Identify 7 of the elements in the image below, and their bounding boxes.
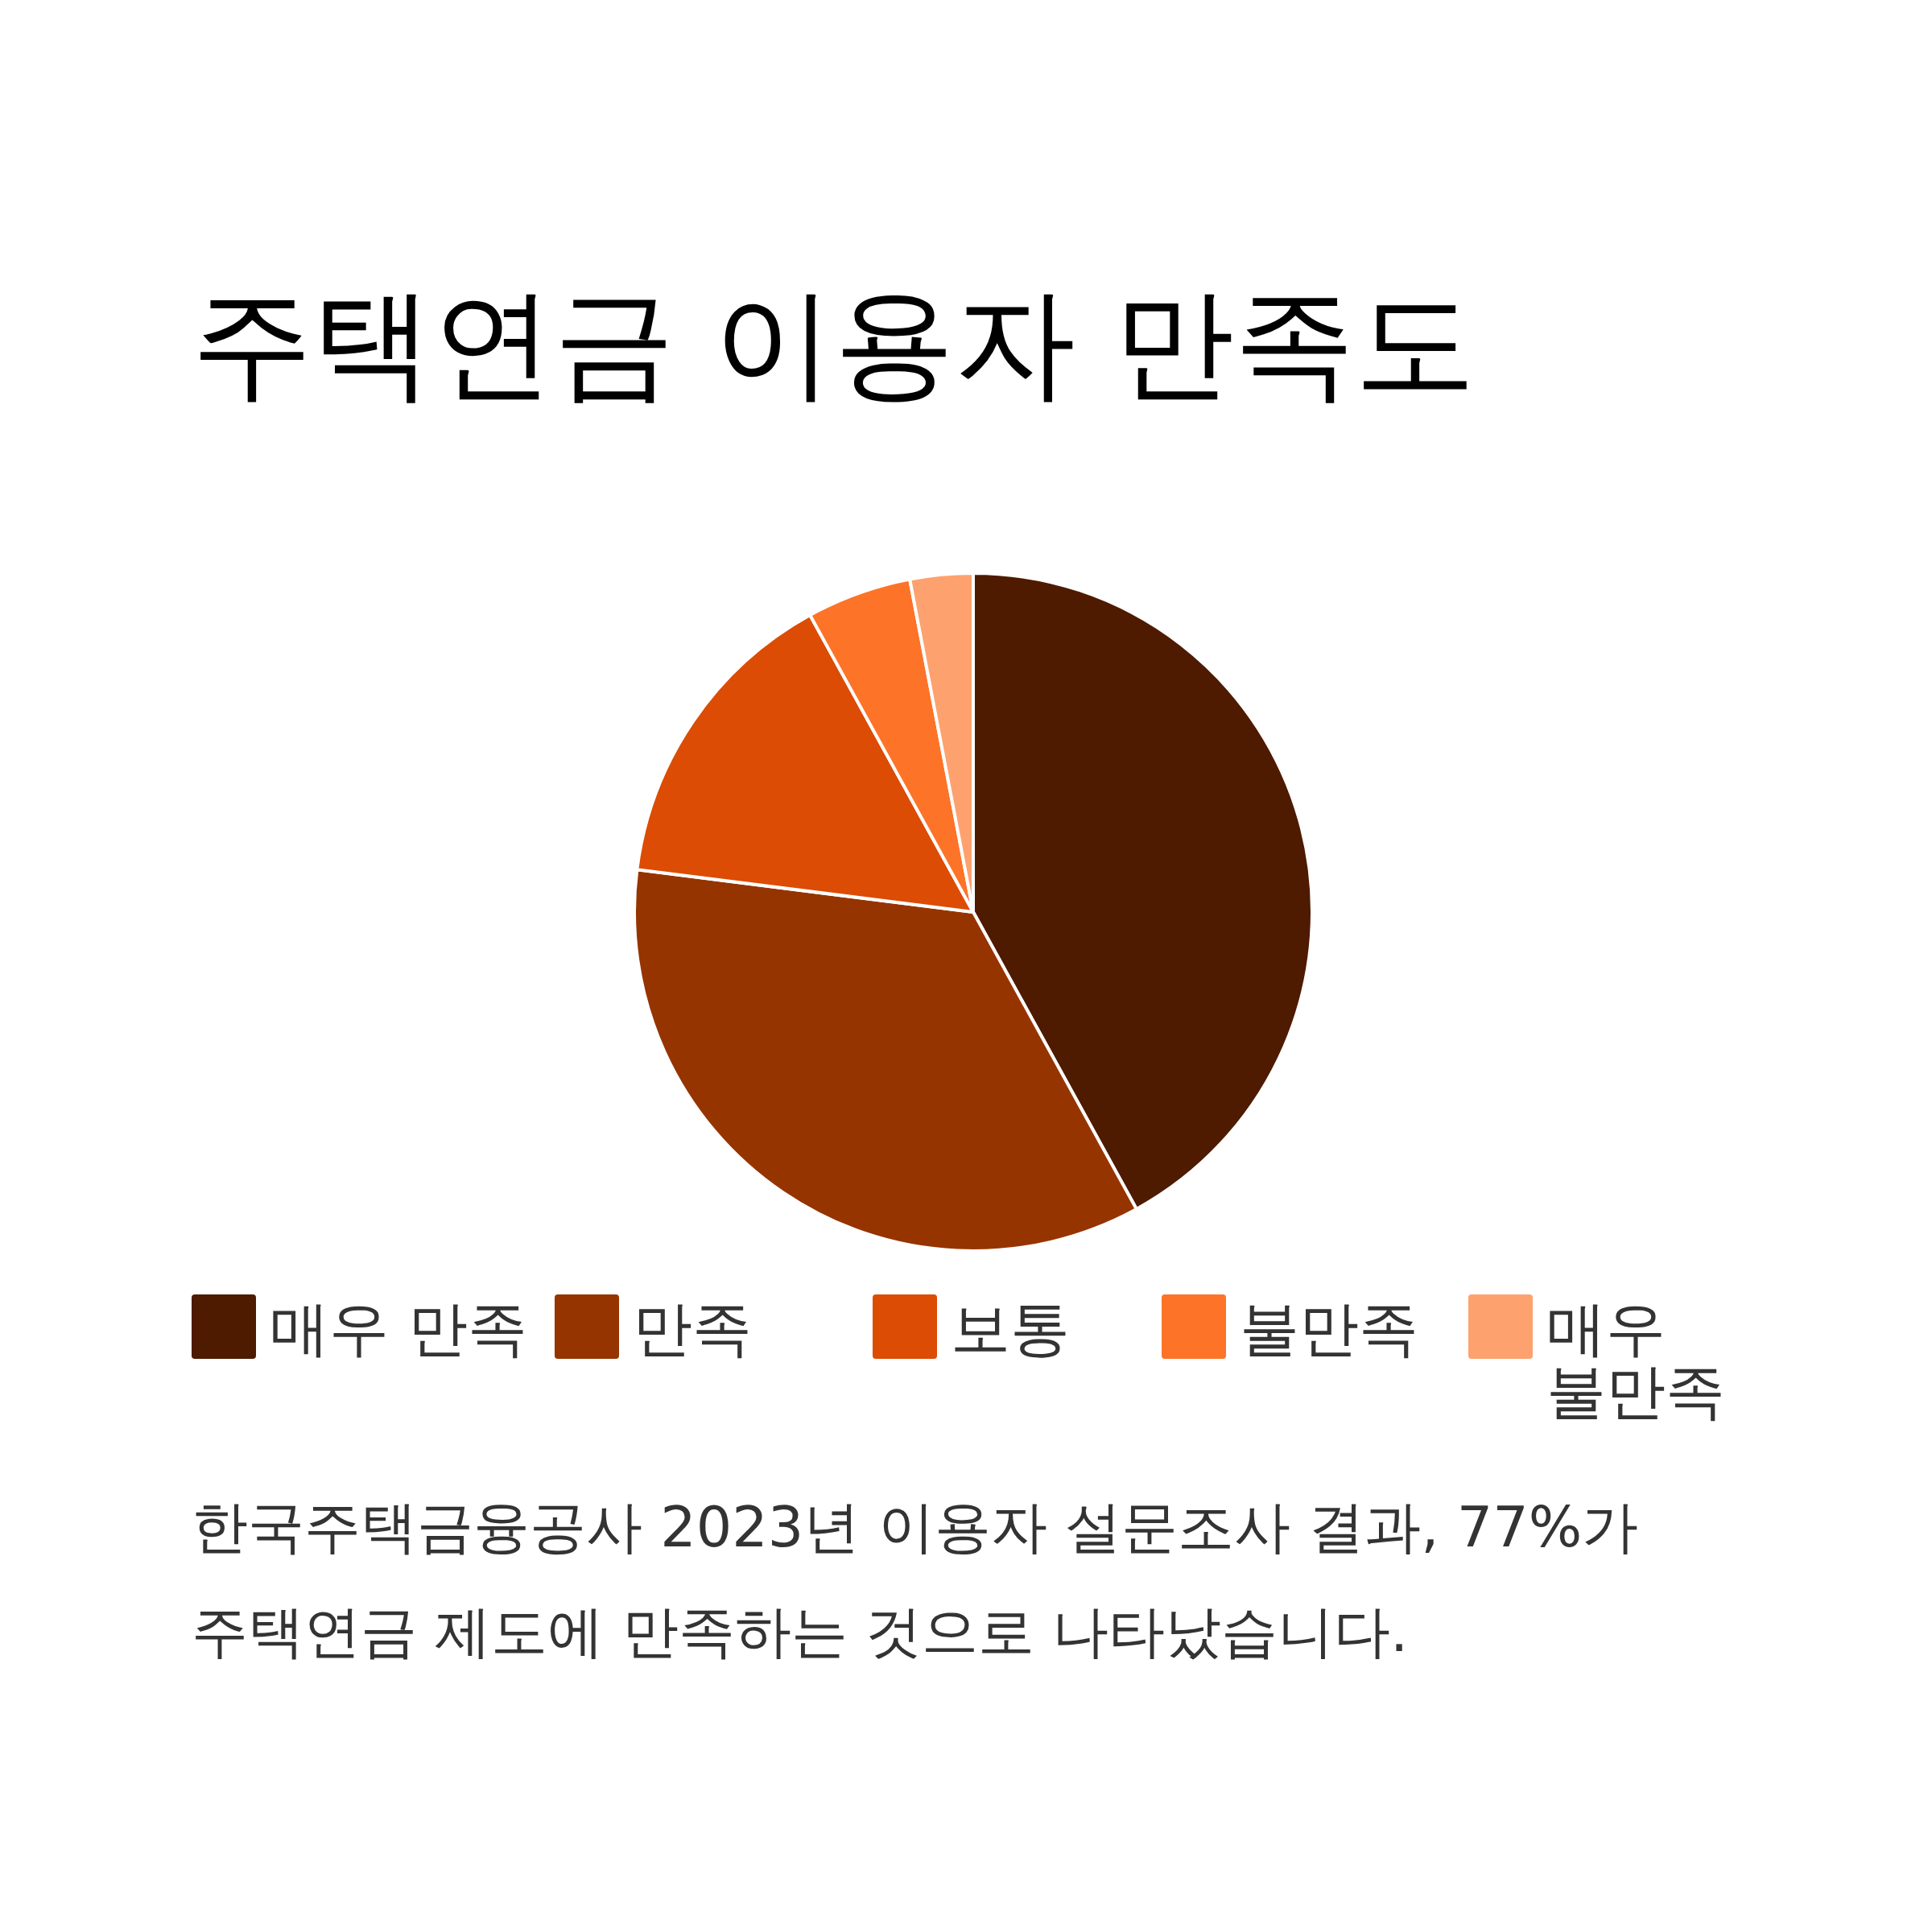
legend-label: 매우 만족 (270, 1294, 527, 1363)
legend-label: 불만족 (1240, 1294, 1418, 1363)
chart-title: 주택연금 이용자 만족도 (192, 273, 1476, 413)
legend-label: 매우 불만족 (1546, 1294, 1725, 1426)
legend-label: 만족 (633, 1294, 752, 1363)
text: 한국주택금융공사 2023년 이용자 설문조사 결과, 77%가 주택연금 제도에 만족하는 것으로 나타났습니다. (192, 1494, 1639, 1665)
legend-label: 보통 (951, 1294, 1070, 1363)
